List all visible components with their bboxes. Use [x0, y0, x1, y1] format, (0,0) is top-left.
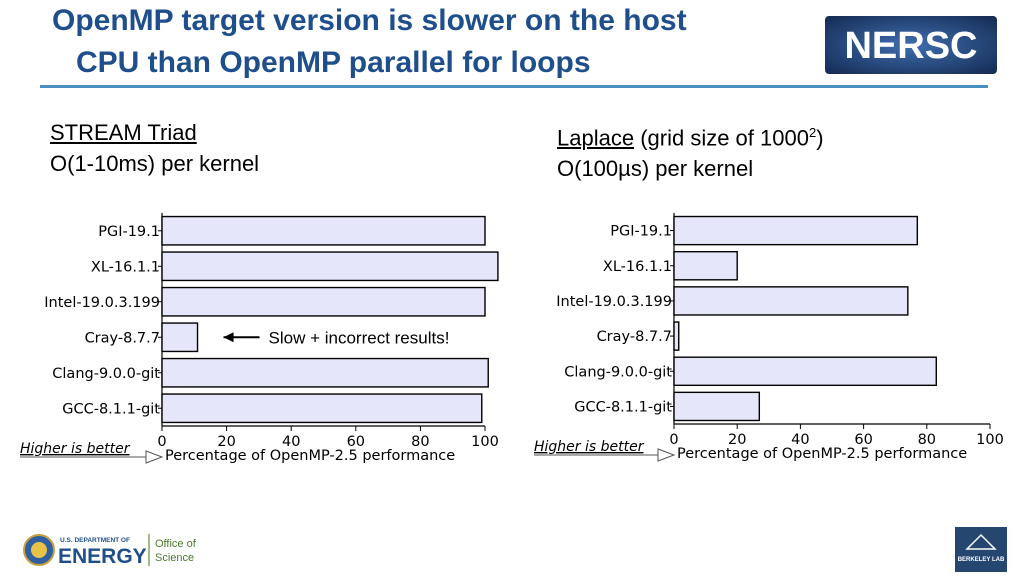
- category-label: Clang-9.0.0-git: [564, 364, 672, 380]
- x-tick-label: 100: [471, 434, 499, 450]
- stream-triad-heading: STREAM Triad: [50, 120, 197, 145]
- category-label: Cray-8.7.7: [85, 330, 160, 346]
- annotation-text: Slow + incorrect results!: [269, 328, 450, 347]
- bar: [161, 357, 489, 388]
- stream-heading-block: STREAM Triad O(1-10ms) per kernel: [50, 117, 259, 179]
- stream-kernel-time: O(1-10ms) per kernel: [50, 151, 260, 176]
- bar: [161, 322, 199, 353]
- laplace-grid-size: (grid size of 1000: [634, 125, 809, 151]
- x-tick-label: 100: [976, 432, 1004, 448]
- bar: [673, 215, 919, 246]
- title-line-2: CPU than OpenMP parallel for loops: [76, 46, 591, 79]
- category-label: XL-16.1.1: [603, 259, 672, 275]
- category-label: Intel-19.0.3.199: [556, 294, 672, 310]
- x-tick-label: 40: [282, 434, 300, 450]
- x-tick-label: 20: [217, 434, 235, 450]
- nersc-logo: NERSC: [825, 16, 997, 74]
- category-label: Intel-19.0.3.199: [44, 295, 160, 311]
- bar: [673, 286, 909, 316]
- category-label: PGI-19.1: [610, 224, 672, 240]
- laplace-kernel-time: O(100µs) per kernel: [557, 156, 754, 182]
- title-line-1: OpenMP target version is slower on the h…: [52, 4, 687, 37]
- berkeley-lab-logo: BERKELEY LAB: [955, 527, 1007, 572]
- higher-is-better-note: Higher is better: [534, 439, 645, 455]
- bar: [673, 321, 680, 351]
- category-label: GCC-8.1.1-git: [574, 399, 672, 415]
- bar: [161, 251, 499, 282]
- title-divider: [40, 85, 988, 88]
- bar: [673, 356, 937, 387]
- bar: [161, 286, 486, 317]
- x-tick-label: 60: [347, 434, 365, 450]
- office-of-text: Office of: [155, 538, 197, 550]
- x-tick-label: 60: [854, 432, 872, 448]
- x-tick-label: 0: [157, 434, 166, 450]
- category-label: XL-16.1.1: [91, 259, 160, 275]
- note-arrow-head: [145, 450, 164, 464]
- x-tick-label: 0: [669, 432, 678, 448]
- laplace-link[interactable]: Laplace: [557, 125, 635, 151]
- nersc-logo-text: NERSC: [844, 25, 977, 67]
- x-tick-label: 80: [918, 432, 936, 448]
- laplace-grid-close: ): [816, 125, 824, 151]
- doe-office-of-science-logo: U.S. DEPARTMENT OF ENERGY Office of Scie…: [22, 530, 212, 570]
- berkeley-lab-text: BERKELEY LAB: [958, 557, 1005, 563]
- x-tick-label: 80: [411, 434, 429, 450]
- x-axis-label: Percentage of OpenMP-2.5 performance: [165, 448, 455, 464]
- x-axis-label: Percentage of OpenMP-2.5 performance: [677, 446, 967, 462]
- category-label: Clang-9.0.0-git: [52, 366, 160, 382]
- note-arrow-head: [657, 448, 676, 462]
- laplace-grid-exponent: 2: [808, 125, 817, 140]
- x-tick-label: 40: [791, 432, 809, 448]
- laplace-heading-block: Laplace (grid size of 10002) O(100µs) pe…: [557, 117, 824, 184]
- science-text: Science: [155, 552, 194, 564]
- higher-is-better-note: Higher is better: [20, 441, 131, 457]
- stream-triad-chart: PGI-19.1 XL-16.1.1 Intel-19.0.3.199 Cray-8.…: [20, 213, 499, 464]
- bar: [161, 215, 486, 246]
- bar: [673, 391, 761, 422]
- category-label: GCC-8.1.1-git: [62, 401, 160, 417]
- bar: [673, 250, 738, 281]
- doe-energy-text: ENERGY: [58, 545, 147, 568]
- x-tick-label: 20: [728, 432, 746, 448]
- annotation-arrow-head: [223, 332, 234, 343]
- slide-title: OpenMP target version is slower on the h…: [52, 0, 812, 84]
- category-label: Cray-8.7.7: [597, 329, 672, 345]
- category-label: PGI-19.1: [98, 224, 160, 240]
- doe-small-text: U.S. DEPARTMENT OF: [60, 537, 130, 544]
